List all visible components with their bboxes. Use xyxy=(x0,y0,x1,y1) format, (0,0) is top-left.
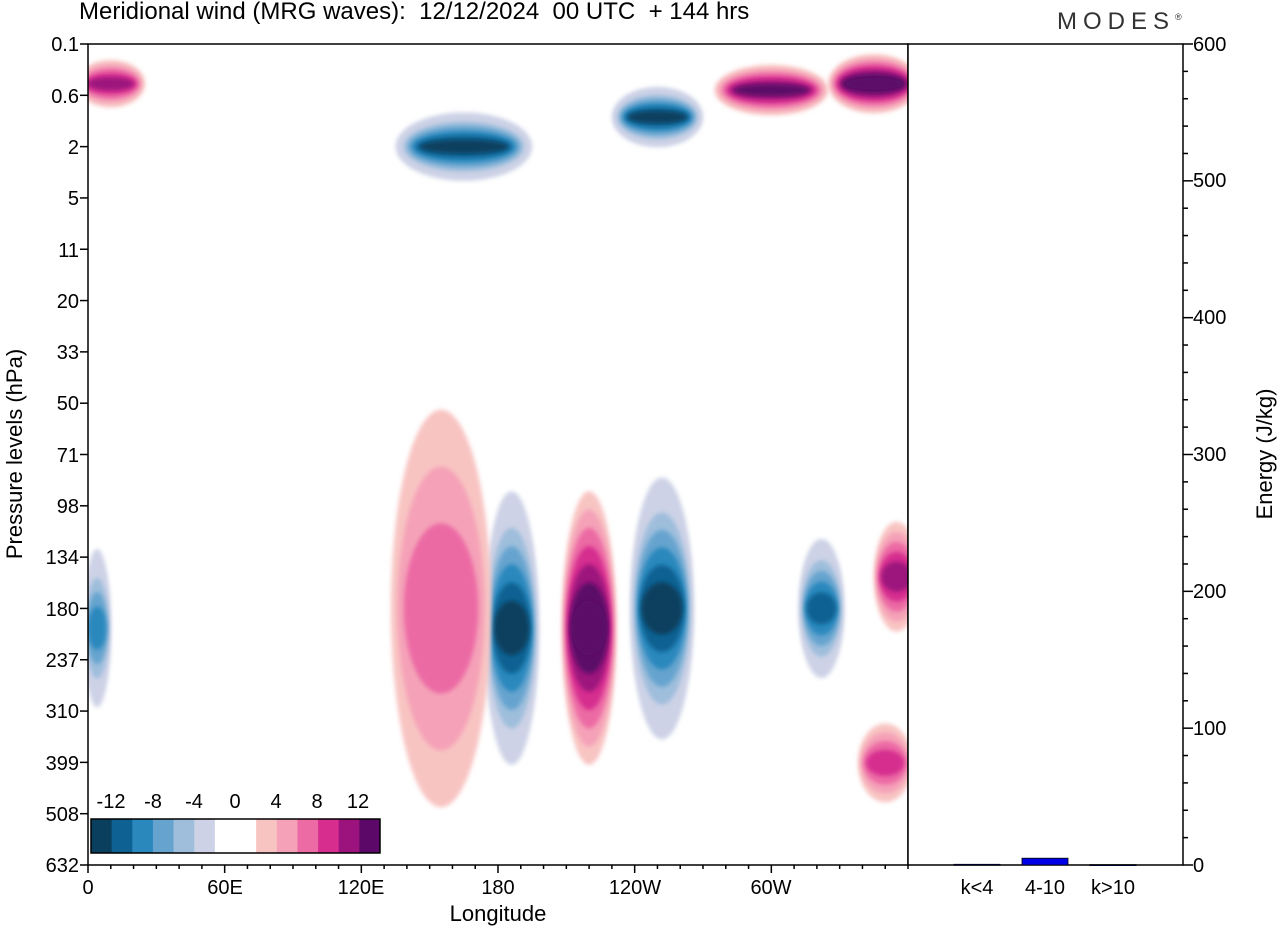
ytick-1: 0.6 xyxy=(51,86,79,108)
ytick-14: 399 xyxy=(46,753,79,775)
energy-bars xyxy=(953,857,1137,866)
contour-feature-3-level-2 xyxy=(403,523,479,694)
contour-feature-12-level-3 xyxy=(866,749,905,777)
pressure-axis-ticks xyxy=(80,43,88,866)
energy-panel-frame xyxy=(907,43,1184,866)
energy-cat-0: k<4 xyxy=(961,877,994,899)
cbar-label-1: -8 xyxy=(144,791,162,813)
ytick-0: 0.1 xyxy=(51,34,79,56)
energy-tick-6: 600 xyxy=(1193,34,1226,56)
contour-feature-0-level-6 xyxy=(494,600,530,656)
cbar-label-6: 12 xyxy=(347,791,369,813)
contour-feature-11-level-4 xyxy=(88,77,134,91)
contour-feature-10-level-6 xyxy=(844,77,904,90)
ytick-16: 632 xyxy=(46,855,79,877)
contour-feature-5-level-4 xyxy=(881,561,908,592)
colorbar-swatch-6 xyxy=(214,819,236,853)
ytick-13: 310 xyxy=(46,701,79,723)
brand-name: MODES xyxy=(1057,8,1176,35)
colorbar-swatch-13 xyxy=(359,819,381,853)
chart-title: Meridional wind (MRG waves): 12/12/2024 … xyxy=(79,0,750,25)
y-axis-label: Pressure levels (hPa) xyxy=(2,349,27,559)
energy-tick-5: 500 xyxy=(1193,170,1226,192)
xtick-1: 60E xyxy=(207,877,243,899)
colorbar-labels: -12 -8 -4 0 4 8 12 xyxy=(97,791,370,813)
energy-axis-ticks xyxy=(1183,43,1193,866)
ytick-9: 98 xyxy=(57,496,79,518)
longitude-axis-ticks xyxy=(87,865,909,873)
contour-feature-7-level-6 xyxy=(420,139,508,154)
energy-tick-4: 400 xyxy=(1193,307,1226,329)
cbar-label-4: 4 xyxy=(270,791,281,813)
contour-feature-4-level-5 xyxy=(806,592,837,625)
energy-axis-label: Energy (J/kg) xyxy=(1252,389,1277,520)
contour-feature-8-level-6 xyxy=(628,111,687,124)
brand-logo: MODES® xyxy=(1057,8,1182,36)
ytick-5: 20 xyxy=(57,291,79,313)
contour-feature-1-level-6 xyxy=(571,600,607,656)
energy-bar-2 xyxy=(1089,864,1137,866)
energy-tick-2: 200 xyxy=(1193,581,1226,603)
energy-tick-3: 300 xyxy=(1193,444,1226,466)
colorbar-swatch-3 xyxy=(152,819,175,853)
colorbar-swatch-9 xyxy=(276,819,298,853)
longitude-axis-labels: 0 60E 120E 180 120W 60W xyxy=(82,877,791,899)
ytick-15: 508 xyxy=(46,804,79,826)
energy-bar-1 xyxy=(1021,857,1069,866)
colorbar-swatch-0 xyxy=(91,819,113,853)
colorbar-swatch-8 xyxy=(256,819,278,853)
ytick-4: 11 xyxy=(58,240,79,262)
ytick-3: 5 xyxy=(68,188,79,210)
energy-tick-0: 0 xyxy=(1193,855,1204,877)
ytick-2: 2 xyxy=(68,137,79,159)
ytick-10: 134 xyxy=(46,547,79,569)
xtick-3: 180 xyxy=(481,877,514,899)
colorbar-swatch-12 xyxy=(338,819,360,853)
ytick-7: 50 xyxy=(57,393,79,415)
energy-cat-1: 4-10 xyxy=(1025,877,1065,899)
cbar-label-5: 8 xyxy=(311,791,322,813)
xtick-5: 60W xyxy=(750,877,791,899)
colorbar-swatch-11 xyxy=(318,819,340,853)
xtick-2: 120E xyxy=(338,877,385,899)
energy-bar-0 xyxy=(953,863,1001,866)
colorbar-swatch-1 xyxy=(111,819,133,853)
ytick-6: 33 xyxy=(57,342,79,364)
contour-feature-6-level-4 xyxy=(88,606,107,650)
brand-mark: ® xyxy=(1175,12,1182,22)
colorbar-swatch-5 xyxy=(194,819,216,853)
colorbar-swatch-2 xyxy=(132,819,154,853)
cbar-label-2: -4 xyxy=(185,791,203,813)
pressure-axis-labels: 0.1 0.6 2 5 11 20 33 50 71 98 134 180 23… xyxy=(46,34,79,877)
cbar-label-3: 0 xyxy=(229,791,240,813)
colorbar xyxy=(90,818,381,854)
colorbar-swatch-7 xyxy=(235,819,257,853)
x-axis-label: Longitude xyxy=(450,901,547,926)
colorbar-frame xyxy=(90,818,381,854)
energy-cat-2: k>10 xyxy=(1091,877,1135,899)
contour-feature-9-level-5 xyxy=(734,84,809,96)
contour-feature-2-level-6 xyxy=(641,582,683,635)
cbar-label-0: -12 xyxy=(97,791,126,813)
colorbar-swatch-4 xyxy=(173,819,195,853)
heatmap-contours xyxy=(88,54,908,808)
energy-tick-1: 100 xyxy=(1193,718,1226,740)
energy-category-labels: k<4 4-10 k>10 xyxy=(961,877,1135,899)
xtick-4: 120W xyxy=(609,877,661,899)
ytick-11: 180 xyxy=(46,599,79,621)
energy-axis-labels: 0 100 200 300 400 500 600 xyxy=(1193,34,1226,877)
ytick-8: 71 xyxy=(57,445,79,467)
xtick-0: 0 xyxy=(82,877,93,899)
ytick-12: 237 xyxy=(46,650,79,672)
colorbar-swatch-10 xyxy=(297,819,319,853)
